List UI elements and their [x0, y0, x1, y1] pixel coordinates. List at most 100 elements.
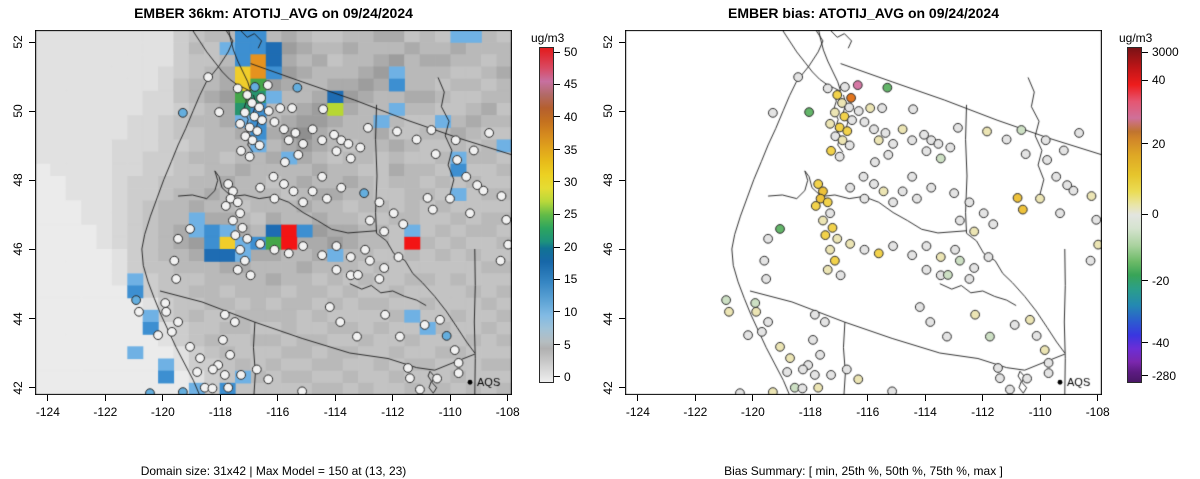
y-axis-tick-label: 46: [11, 242, 25, 257]
colorbar-tick: [554, 278, 560, 280]
colorbar-tick-label: 45: [564, 77, 578, 92]
x-axis-tick: [809, 395, 811, 401]
colorbar-tick-label: -280: [1152, 368, 1177, 383]
colorbar-tick: [1142, 280, 1148, 282]
x-axis-tick-label: -114: [913, 405, 937, 419]
y-axis-tick-label: 48: [601, 173, 615, 187]
x-axis-tick-label: -110: [1028, 405, 1052, 419]
colorbar-tick: [554, 51, 560, 53]
x-axis-tick-label: -120: [150, 405, 175, 419]
x-axis-tick: [752, 395, 754, 401]
y-axis-tick-label: 52: [601, 35, 615, 49]
colorbar-tick-label: 30: [564, 174, 578, 189]
colorbar-tick-label: -40: [1152, 335, 1170, 350]
colorbar-tick-label: 35: [564, 142, 578, 157]
colorbar-tick: [554, 149, 560, 151]
x-axis-tick: [1097, 395, 1099, 401]
x-axis-tick-label: -118: [798, 405, 822, 419]
x-axis-tick-label: -116: [856, 405, 880, 419]
x-axis-tick-label: -114: [323, 405, 347, 419]
x-axis-tick: [47, 395, 49, 401]
bias-panel-title: EMBER bias: ATOTIJ_AVG on 09/24/2024: [727, 5, 1000, 21]
model-colorbar: [539, 47, 554, 383]
colorbar-tick-label: -20: [1152, 273, 1170, 288]
colorbar-tick-label: 40: [1152, 73, 1166, 88]
x-axis-tick-label: -122: [93, 405, 118, 419]
y-axis-tick-label: 44: [601, 311, 615, 326]
colorbar-tick-label: 15: [564, 272, 578, 287]
x-axis-tick-label: -116: [266, 405, 290, 419]
bias-caption-line1: Bias Summary: [ min, 25th %, 50th %, 75t…: [724, 464, 1003, 478]
x-axis-tick: [334, 395, 336, 401]
y-axis-tick: [619, 41, 625, 43]
colorbar-tick: [554, 344, 560, 346]
y-axis-tick: [619, 248, 625, 250]
colorbar-tick-label: 40: [564, 109, 578, 124]
x-axis-tick: [507, 395, 509, 401]
colorbar-tick: [554, 311, 560, 313]
colorbar-tick: [1142, 79, 1148, 81]
x-axis-tick-label: -108: [495, 405, 520, 419]
x-axis-tick: [392, 395, 394, 401]
model-panel-title: EMBER 36km: ATOTIJ_AVG on 09/24/2024: [134, 5, 413, 21]
colorbar-tick: [1142, 51, 1148, 53]
bias-caption: Bias Summary: [ min, 25th %, 50th %, 75t…: [625, 429, 1102, 479]
colorbar-tick-label: 5: [564, 337, 571, 352]
colorbar-tick: [554, 116, 560, 118]
x-axis-tick-label: -108: [1085, 405, 1110, 419]
model-caption-line1: Domain size: 31x42 | Max Model = 150 at …: [140, 464, 407, 478]
x-axis-tick: [104, 395, 106, 401]
x-axis-tick: [637, 395, 639, 401]
y-axis-tick-label: 46: [601, 242, 615, 257]
colorbar-tick: [554, 376, 560, 378]
x-axis-tick: [449, 395, 451, 401]
colorbar-tick: [554, 213, 560, 215]
x-axis-tick: [162, 395, 164, 401]
x-axis-tick-label: -118: [208, 405, 232, 419]
x-axis-tick: [924, 395, 926, 401]
colorbar-tick-label: 50: [564, 45, 578, 59]
y-axis-tick-label: 50: [601, 104, 615, 118]
colorbar-tick: [554, 83, 560, 85]
y-axis-tick-label: 42: [11, 381, 25, 395]
x-axis-tick-label: -124: [625, 405, 650, 419]
x-axis-tick: [219, 395, 221, 401]
colorbar-tick-label: 25: [564, 207, 578, 222]
x-axis-tick: [1039, 395, 1041, 401]
x-axis-tick: [277, 395, 279, 401]
bias-map-canvas: [625, 30, 1102, 395]
y-axis-tick: [29, 41, 35, 43]
y-axis-tick: [619, 387, 625, 389]
colorbar-tick: [1142, 342, 1148, 344]
colorbar-tick: [1142, 213, 1148, 215]
y-axis-tick-label: 50: [11, 104, 25, 118]
y-axis-tick-label: 48: [11, 173, 25, 187]
colorbar-tick-label: 20: [564, 240, 578, 255]
y-axis-tick-label: 52: [11, 35, 25, 49]
colorbar-tick-label: 0: [564, 369, 571, 384]
y-axis-tick: [29, 248, 35, 250]
bias-colorbar: [1127, 47, 1142, 383]
y-axis-tick: [29, 110, 35, 112]
colorbar-tick: [554, 246, 560, 248]
y-axis-tick-label: 44: [11, 311, 25, 326]
model-caption: Domain size: 31x42 | Max Model = 150 at …: [35, 429, 512, 479]
x-axis-tick-label: -112: [381, 405, 405, 419]
y-axis-tick: [29, 179, 35, 181]
y-axis-tick: [619, 110, 625, 112]
y-axis-tick: [29, 387, 35, 389]
colorbar-tick: [1142, 375, 1148, 377]
x-axis-tick: [867, 395, 869, 401]
x-axis-tick-label: -120: [740, 405, 765, 419]
x-axis-tick: [982, 395, 984, 401]
colorbar-tick-label: 20: [1152, 136, 1166, 151]
x-axis-tick-label: -124: [35, 405, 60, 419]
colorbar-tick: [1142, 143, 1148, 145]
y-axis-tick-label: 42: [601, 381, 615, 395]
bias-colorbar-units: ug/m3: [1119, 31, 1153, 45]
x-axis-tick-label: -112: [971, 405, 995, 419]
colorbar-tick-label: 0: [1152, 207, 1159, 221]
colorbar-tick: [554, 181, 560, 183]
y-axis-tick: [619, 179, 625, 181]
y-axis-tick: [29, 318, 35, 320]
